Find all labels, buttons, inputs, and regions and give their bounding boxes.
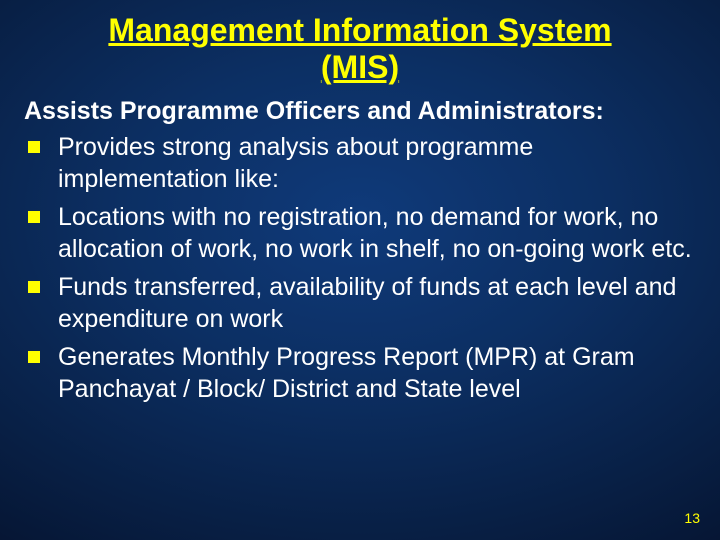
bullet-text: Locations with no registration, no deman…	[58, 203, 692, 263]
title-line-1: Management Information System	[108, 12, 611, 48]
list-item: Provides strong analysis about programme…	[24, 131, 696, 195]
title-line-2: (MIS)	[321, 49, 399, 85]
bullet-text: Provides strong analysis about programme…	[58, 133, 533, 193]
list-item: Funds transferred, availability of funds…	[24, 271, 696, 335]
bullet-text: Funds transferred, availability of funds…	[58, 273, 676, 333]
page-number: 13	[684, 510, 700, 526]
bullet-icon	[28, 281, 40, 293]
page-number-text: 13	[684, 510, 700, 526]
bullet-icon	[28, 141, 40, 153]
bullet-list: Provides strong analysis about programme…	[24, 131, 696, 405]
list-item: Generates Monthly Progress Report (MPR) …	[24, 341, 696, 405]
lead-text: Assists Programme Officers and Administr…	[24, 96, 696, 127]
slide: Management Information System (MIS) Assi…	[0, 0, 720, 540]
bullet-text: Generates Monthly Progress Report (MPR) …	[58, 343, 635, 403]
list-item: Locations with no registration, no deman…	[24, 201, 696, 265]
bullet-icon	[28, 351, 40, 363]
bullet-icon	[28, 211, 40, 223]
slide-title: Management Information System (MIS)	[0, 0, 720, 86]
slide-body: Assists Programme Officers and Administr…	[0, 86, 720, 405]
